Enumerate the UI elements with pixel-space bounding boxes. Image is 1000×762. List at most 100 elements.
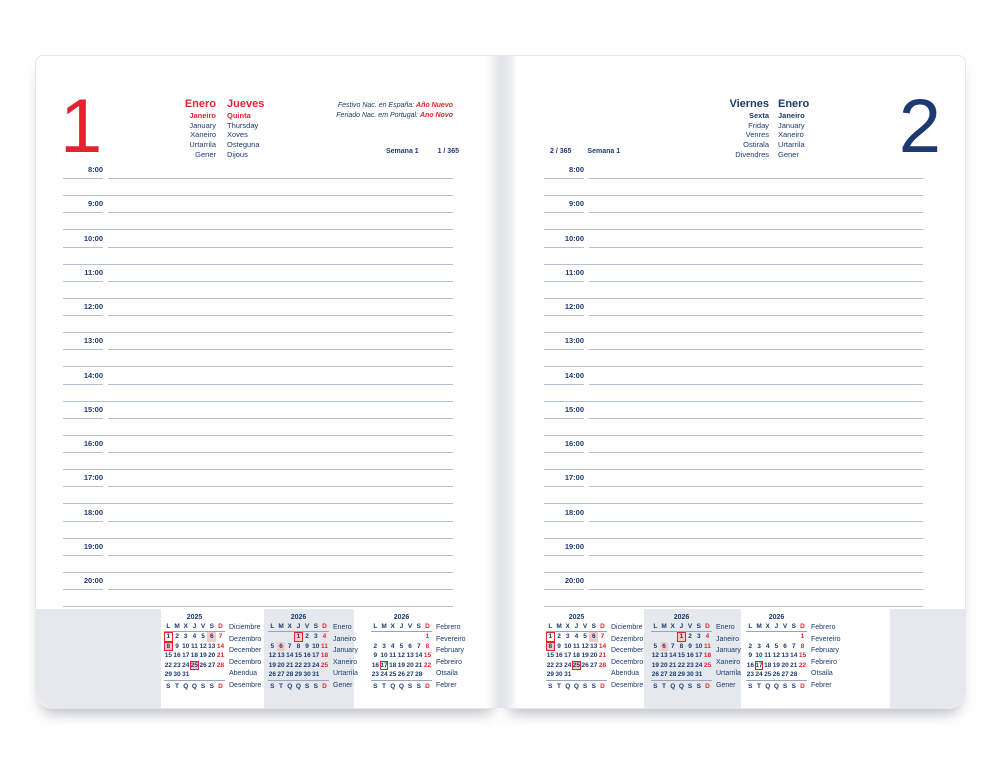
day-cell: 29 <box>164 671 172 678</box>
day-cell: 3 <box>565 633 570 640</box>
weekday-letter: S <box>696 623 701 630</box>
hour-row: 14:00 <box>544 370 923 404</box>
half-hour-line <box>544 571 923 573</box>
calendar-week-row: 1 <box>371 632 432 642</box>
calendar-year: 2025 <box>186 614 203 621</box>
weekday-letter: Q <box>670 682 676 690</box>
calendar-month-name: Febrero <box>811 624 836 631</box>
day-cell: 21 <box>598 652 607 659</box>
day-cell: 16 <box>303 652 311 659</box>
name-row: Divendres <box>735 149 769 159</box>
day-cell: 19 <box>397 661 406 669</box>
day-of-year: 2 / 365 <box>550 148 572 155</box>
day-cell: 20 <box>590 652 598 659</box>
day-cell: 14 <box>286 652 294 659</box>
weekday-letter: S <box>200 682 206 690</box>
day-cell <box>199 670 208 680</box>
name-row: Xaneiro <box>190 130 216 140</box>
hour-label-underline <box>63 417 103 419</box>
day-cell: 3 <box>313 633 318 640</box>
hour-label-underline <box>63 486 103 488</box>
calendar-month-names: Enero Janeiro January Xaneiro Urtarrila Gener <box>333 613 358 692</box>
day-cell: 14 <box>790 652 798 659</box>
day-cell: 13 <box>208 642 216 650</box>
calendar-month-name: Gener <box>333 681 353 689</box>
day-cell: 4 <box>322 633 327 640</box>
half-hour-line <box>63 571 453 573</box>
hour-label-underline <box>63 520 103 522</box>
weekday-letter: S <box>591 623 596 630</box>
weekday-letter: S <box>209 682 214 690</box>
writing-line <box>108 486 453 488</box>
writing-line <box>589 554 923 556</box>
hour-label-underline <box>544 315 584 316</box>
day-cell: 24 <box>312 661 320 669</box>
writing-line <box>589 417 923 419</box>
hour-row: 15:00 <box>544 404 923 438</box>
day-cell <box>423 670 432 680</box>
calendar-month-name: Febreiro <box>811 658 838 666</box>
mini-calendar-grid: 2025 L M X J V S D 1 2 3 4 5 6 7 8 9 10 11 12 13 14 15 16 17 18 19… <box>546 613 607 691</box>
name-row: Sexta <box>748 111 769 120</box>
day-cell: 31 <box>695 671 703 678</box>
hour-label: 8:00 <box>87 165 103 174</box>
calendar-month-names: Enero Janeiro January Xaneiro Urtarrila Gener <box>716 613 741 692</box>
half-hour-line <box>544 400 923 402</box>
calendar-week-row: 8 9 10 11 12 13 14 <box>546 641 607 651</box>
holiday-label: Feriado Nac. em Portugal: <box>336 111 418 119</box>
day-cell <box>789 632 798 642</box>
calendar-week-row: 22 23 24 25 26 27 28 <box>546 660 607 670</box>
hour-label-underline <box>63 349 103 351</box>
hour-row: 20:00 <box>63 575 453 609</box>
writing-line <box>108 280 453 282</box>
day-names-column: Viernes Sexta Friday Venres Ostirala Divendre… <box>673 98 769 160</box>
day-cell: 29 <box>677 671 686 678</box>
day-cell: 9 <box>557 642 561 650</box>
hour-row: 13:00 <box>544 335 923 369</box>
day-cell: 28 <box>669 671 677 678</box>
half-hour-line <box>544 263 923 265</box>
day-cell: 25 <box>320 661 329 669</box>
half-hour-line <box>63 297 453 299</box>
calendar-year: 2026 <box>673 614 690 621</box>
mini-calendar-january: 2026 L M X J V S D 1 2 3 4 5 6 7 8 9 10 11 12 13 14 15 16 17 18 19… <box>268 613 358 692</box>
hour-row: 17:00 <box>63 472 453 506</box>
half-hour-line <box>63 537 453 539</box>
day-cell: 23 <box>686 661 694 669</box>
hour-label: 11:00 <box>84 267 103 277</box>
day-cell: 17 <box>695 652 703 659</box>
mini-calendar-grid: 2025 L M X J V S D 1 2 3 4 5 6 7 8 9 10 11 12 13 14 15 16 17 18 19… <box>164 613 225 691</box>
day-cell: 14 <box>216 642 225 650</box>
day-cell: 1 <box>164 632 173 642</box>
day-cell: 26 <box>199 661 207 669</box>
day-cell: 26 <box>581 661 589 669</box>
weekday-letter: M <box>278 623 284 630</box>
half-hour-line <box>63 606 453 607</box>
hour-label: 14:00 <box>83 370 103 380</box>
hour-label-underline <box>544 417 584 419</box>
hour-row: 18:00 <box>544 507 923 541</box>
calendar-week-row: 29 30 31 <box>164 670 225 680</box>
day-cell: 27 <box>277 671 285 678</box>
hour-label-underline <box>544 349 584 351</box>
calendar-week-row: 5 6 7 8 9 10 11 <box>651 641 712 651</box>
day-cell: 3 <box>696 633 701 640</box>
calendar-week-row: 12 13 14 15 16 17 18 <box>268 651 329 661</box>
day-cell: 9 <box>688 642 692 650</box>
day-cell: 17 <box>312 652 320 659</box>
day-cell <box>746 632 755 642</box>
day-cell <box>572 670 581 680</box>
writing-line <box>108 178 453 179</box>
day-cell: 2 <box>373 642 378 650</box>
day-cell: 20 <box>660 661 668 669</box>
day-cell: 16 <box>746 661 754 669</box>
hour-label: 12:00 <box>564 302 584 311</box>
left-page: 1 Enero Janeiro January Xaneiro Urtarrila Gen… <box>35 55 497 709</box>
writing-line <box>589 280 923 282</box>
day-cell: 18 <box>764 661 772 669</box>
half-hour-line <box>63 469 453 470</box>
hour-label-underline <box>544 178 584 179</box>
